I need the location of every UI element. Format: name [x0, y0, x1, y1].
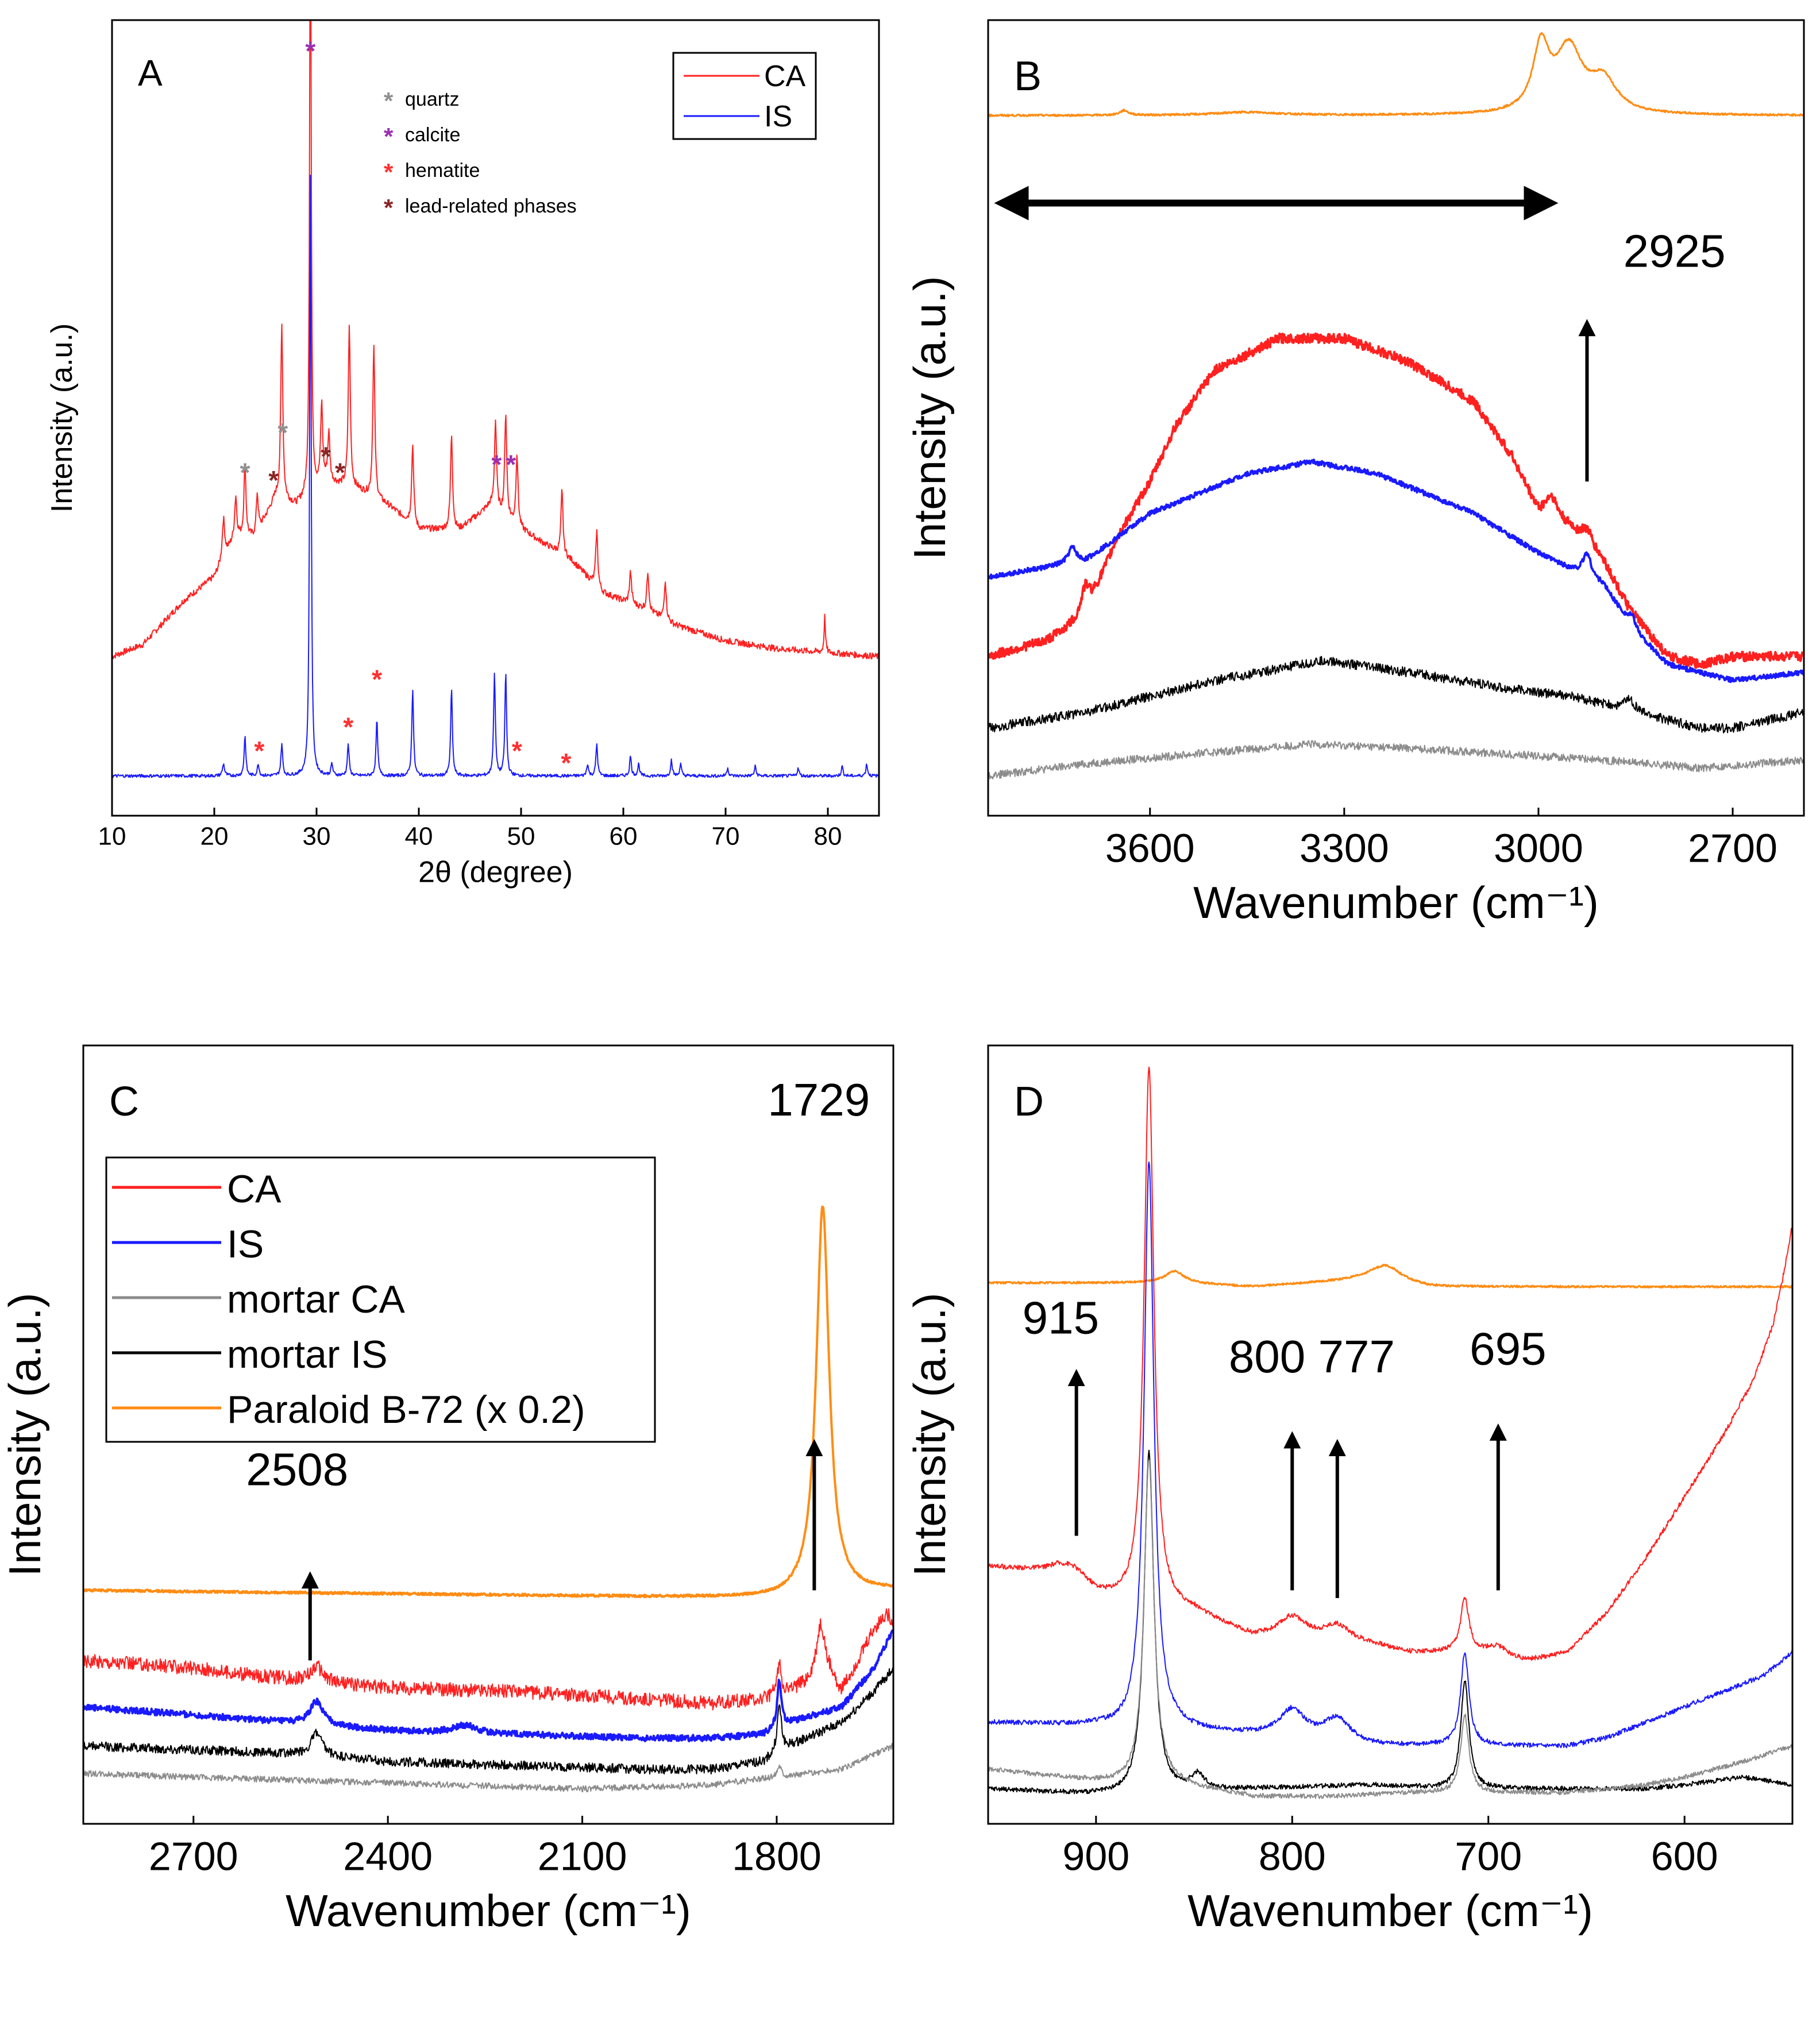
series-mortar-is	[83, 1667, 893, 1775]
x-axis-label: Wavenumber (cm⁻¹)	[1193, 877, 1599, 928]
peak-annotation: 2925	[1624, 225, 1726, 276]
x-axis-label: 2θ (degree)	[418, 856, 573, 889]
series-paraloid-b-72-x-0-2-	[988, 1264, 1792, 1289]
x-tick-label: 2700	[1688, 826, 1777, 871]
x-axis-label: Wavenumber (cm⁻¹)	[286, 1885, 691, 1936]
y-axis-label: Intensity (a.u.)	[904, 276, 955, 559]
series-mortar-is	[988, 1449, 1792, 1795]
x-tick-label: 3600	[1105, 826, 1195, 871]
peak-marker: *	[506, 449, 516, 479]
plot-frame	[987, 1044, 1794, 1825]
legend-label: IS	[227, 1222, 264, 1266]
series-is	[83, 1629, 893, 1743]
series-ca	[112, 20, 879, 659]
x-tick-label: 2700	[149, 1834, 238, 1879]
x-tick-label: 800	[1259, 1834, 1326, 1879]
x-tick-label: 2400	[343, 1834, 433, 1879]
plot-frame	[987, 19, 1805, 817]
series-is	[988, 458, 1804, 684]
legend	[672, 52, 817, 140]
series-is	[988, 1162, 1792, 1749]
x-tick-label: 30	[303, 823, 331, 851]
peak-annotation: 915	[1023, 1292, 1099, 1343]
peak-marker: *	[277, 418, 288, 447]
peak-marker: *	[561, 748, 571, 778]
panel-label: C	[109, 1079, 139, 1125]
legend-label: Paraloid B-72 (x 0.2)	[227, 1388, 585, 1431]
series-mortar-ca	[988, 740, 1804, 780]
plot-frame	[82, 1044, 894, 1825]
peak-marker: *	[491, 449, 502, 479]
x-tick-label: 10	[98, 823, 126, 851]
panel-label: A	[138, 52, 163, 94]
x-tick-label: 3000	[1494, 826, 1583, 871]
x-tick-label: 40	[405, 823, 433, 851]
x-tick-label: 700	[1455, 1834, 1522, 1879]
legend-label: mortar CA	[227, 1278, 405, 1321]
peak-annotation: 2508	[246, 1444, 348, 1495]
series-ca	[988, 1066, 1792, 1661]
marker-legend-star: *	[384, 87, 394, 114]
x-tick-label: 50	[507, 823, 535, 851]
panel-label: D	[1014, 1079, 1044, 1125]
marker-legend-star: *	[384, 194, 394, 221]
marker-legend-label: quartz	[405, 88, 460, 110]
marker-legend-label: calcite	[405, 124, 460, 146]
peak-marker: *	[305, 36, 315, 65]
x-tick-label: 70	[712, 823, 740, 851]
peak-marker: *	[240, 457, 250, 487]
peak-marker: *	[268, 465, 279, 495]
y-axis-label: Intensity (a.u.)	[904, 1292, 955, 1576]
peak-marker: *	[321, 442, 331, 472]
series-mortar-ca	[988, 1460, 1792, 1799]
y-axis-label: Intensity (a.u.)	[0, 1292, 50, 1576]
x-tick-label: 1800	[732, 1834, 822, 1879]
legend-label: IS	[764, 100, 792, 133]
peak-marker: *	[512, 736, 522, 766]
marker-legend-star: *	[384, 123, 394, 150]
panel-a: 10 20 30 40 50 60 70 80 2θ (degree) Intensity (a.…	[45, 19, 880, 889]
peak-annotation: 800 777	[1229, 1331, 1395, 1382]
x-tick-label: 900	[1062, 1834, 1129, 1879]
peak-marker: *	[343, 712, 353, 742]
legend-label: CA	[227, 1167, 282, 1211]
peak-annotation: 695	[1470, 1323, 1546, 1375]
x-tick-label: 600	[1651, 1834, 1718, 1879]
panel-b: 3600 3300 3000 2700 Wavenumber (cm⁻¹) Intensi…	[904, 19, 1805, 928]
panel-label: B	[1014, 53, 1042, 99]
x-axis-label: Wavenumber (cm⁻¹)	[1187, 1885, 1593, 1936]
x-tick-label: 3300	[1300, 826, 1389, 871]
plot-frame	[111, 19, 880, 817]
y-axis-label: Intensity (a.u.)	[45, 323, 79, 512]
x-tick-label: 80	[814, 823, 842, 851]
series-paraloid-b-72-x-0-2-	[83, 1205, 893, 1599]
series-is	[112, 175, 879, 778]
legend	[105, 1156, 656, 1443]
series-mortar-is	[988, 655, 1804, 734]
marker-legend-star: *	[384, 159, 394, 186]
panel-d: 900 800 700 600 Wavenumber (cm⁻¹) Intensity (…	[904, 1044, 1794, 1936]
peak-marker: *	[254, 736, 264, 766]
peak-marker: *	[372, 664, 382, 694]
marker-legend-label: hematite	[405, 160, 480, 182]
series-ca	[988, 332, 1804, 669]
panel-c: 2700 2400 2100 1800 Wavenumber (cm⁻¹) Intensi…	[0, 1044, 894, 1936]
peak-annotation: 1729	[768, 1074, 870, 1125]
series-paraloid-b-72-x-0-2-	[988, 32, 1804, 117]
x-tick-label: 20	[200, 823, 229, 851]
series-mortar-ca	[83, 1743, 893, 1793]
x-tick-label: 2100	[538, 1834, 627, 1879]
legend-label: mortar IS	[227, 1333, 388, 1376]
legend-label: CA	[764, 60, 806, 93]
series-ca	[83, 1608, 893, 1711]
x-tick-label: 60	[610, 823, 638, 851]
peak-marker: *	[335, 457, 345, 487]
marker-legend-label: lead-related phases	[405, 195, 577, 217]
